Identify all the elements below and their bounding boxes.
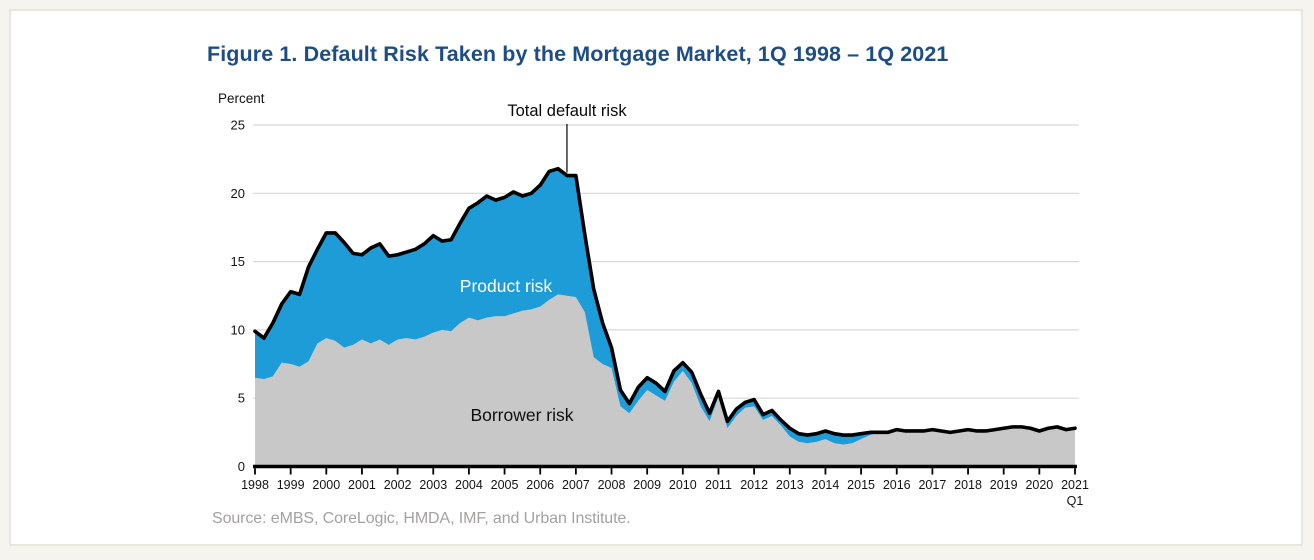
x-tick-label-2012: 2012 [740,478,768,492]
x-tick-label-2015: 2015 [847,478,875,492]
y-tick-label-10: 10 [231,322,245,337]
x-tick-label-2001: 2001 [348,478,376,492]
x-tick-label-2003: 2003 [419,478,447,492]
y-axis-unit-label: Percent [218,91,265,106]
x-tick-label-2000: 2000 [312,478,340,492]
x-tick-label-2019: 2019 [990,478,1018,492]
source-note: Source: eMBS, CoreLogic, HMDA, IMF, and … [212,510,631,527]
x-tick-label-2020: 2020 [1025,478,1053,492]
x-tick-label-2016: 2016 [883,478,911,492]
x-tick-label-2006: 2006 [526,478,554,492]
x-tick-label-1999: 1999 [277,478,305,492]
label-product-risk: Product risk [459,276,553,296]
figure-title: Figure 1. Default Risk Taken by the Mort… [207,42,949,66]
x-tick-label-2005: 2005 [491,478,519,492]
x-tick-label-2009: 2009 [633,478,661,492]
x-tick-label-2018: 2018 [954,478,982,492]
x-tick-label-2011: 2011 [705,478,732,492]
total-default-risk-line [253,166,1077,437]
y-tick-label-5: 5 [238,391,245,406]
x-tick-label-2008: 2008 [598,478,626,492]
x-tick-label-1998: 1998 [241,478,269,492]
x-tick-label-2010: 2010 [669,478,697,492]
x-tick-label-2004: 2004 [455,478,483,492]
x-tick-label-2007: 2007 [562,478,590,492]
y-tick-label-25: 25 [231,118,245,133]
x-tick-label-2013: 2013 [776,478,804,492]
x-tick-label-2021: 2021 [1061,478,1089,492]
x-tick-sub-label: Q1 [1067,494,1084,508]
x-tick-label-2002: 2002 [384,478,412,492]
annotation-total-default-risk-label: Total default risk [507,102,627,120]
y-tick-label-0: 0 [238,459,245,474]
y-tick-label-15: 15 [231,254,245,269]
product-risk-area [255,168,1075,445]
x-tick-label-2014: 2014 [812,478,840,492]
label-borrower-risk: Borrower risk [470,405,574,425]
borrower-risk-area [255,294,1075,467]
x-tick-label-2017: 2017 [918,478,946,492]
y-tick-label-20: 20 [231,186,245,201]
